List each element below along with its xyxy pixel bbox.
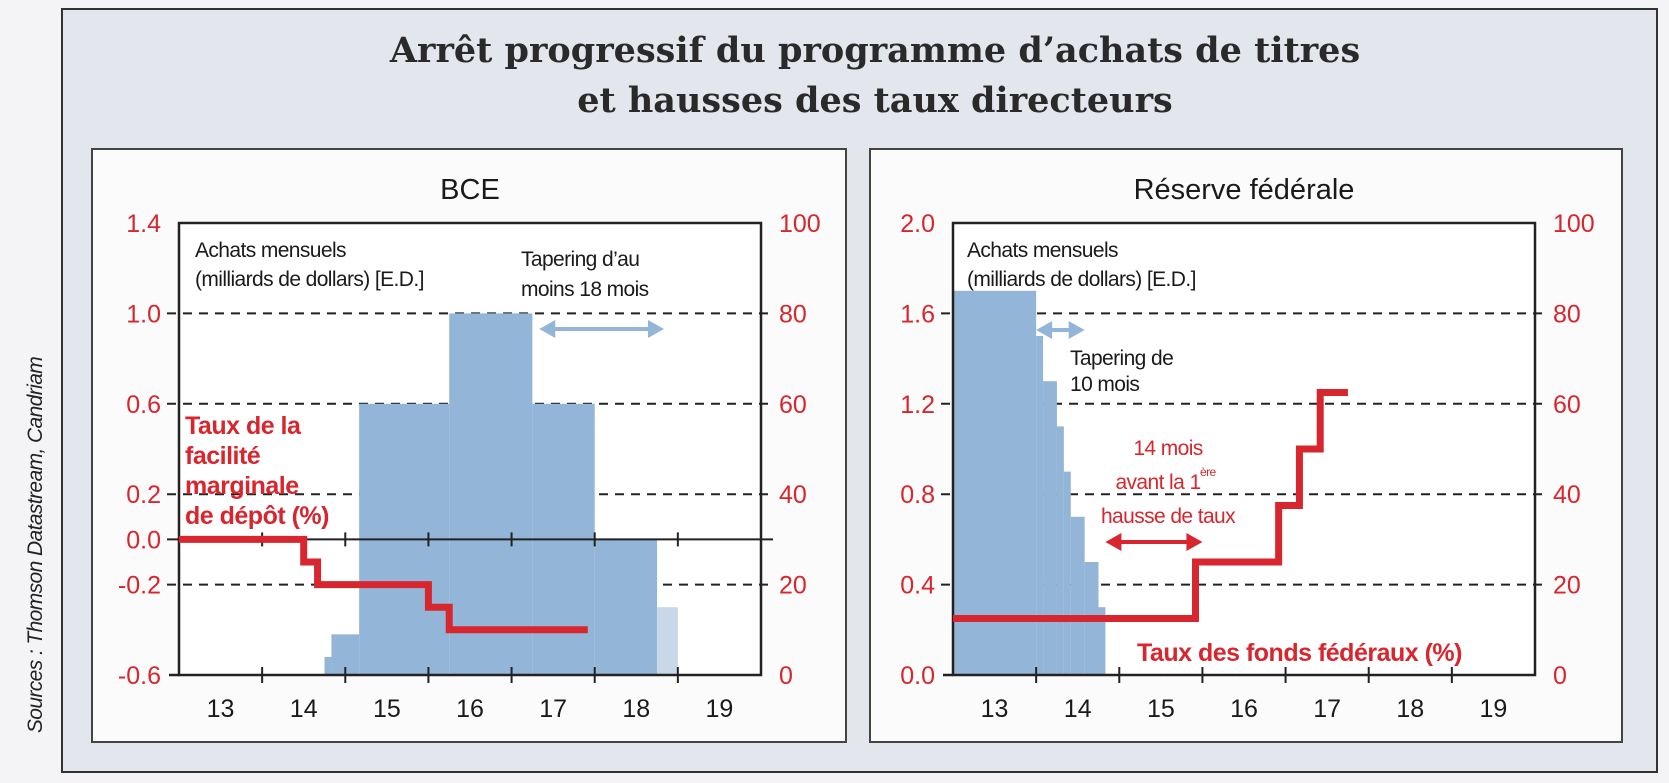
ecb-x-tick-label: 16	[456, 695, 484, 723]
fed-right-tick-label: 0	[1553, 662, 1567, 690]
ecb-chart: 13 14 15 16 17 18 19 1.4 1.0 0.6 0.2 0.0 -0.2 -0.6 100…	[118, 210, 821, 723]
ecb-plot-frame	[177, 221, 763, 677]
fed-purchases-bar	[1098, 607, 1106, 675]
fed-delay-label-1: 14 mois	[1133, 437, 1202, 460]
fed-purchases-bar	[1070, 516, 1085, 675]
ecb-left-tick-label: -0.2	[118, 572, 161, 600]
ecb-x-tick-label: 17	[539, 695, 567, 723]
fed-purchases-bar	[1056, 426, 1064, 675]
ecb-purchases-label-1: Achats mensuels	[195, 239, 346, 262]
ecb-purchases-bar	[324, 656, 332, 675]
ecb-tapering-double-arrow-icon	[539, 320, 664, 338]
ecb-right-tick-label: 40	[779, 481, 807, 509]
ecb-panel-title: BCE	[440, 174, 500, 206]
arrow-head-right	[648, 320, 664, 338]
fed-rate-line	[953, 389, 1348, 622]
fed-purchases-bar	[1063, 471, 1071, 675]
ecb-purchases-bar	[449, 313, 533, 675]
fed-plot-frame	[951, 221, 1537, 677]
ecb-tapering-label-1: Tapering d’au	[521, 248, 639, 271]
ecb-x-tick-label: 13	[207, 695, 235, 723]
fed-right-tick-label: 40	[1553, 481, 1581, 509]
fed-purchases-bar	[1043, 381, 1057, 675]
fed-tapering-double-arrow-icon	[1036, 321, 1085, 339]
ecb-x-tick-label: 19	[706, 695, 734, 723]
ecb-rate-line	[179, 535, 588, 634]
ecb-left-tick-label: -0.6	[118, 662, 161, 690]
fed-purchases-label-2: (milliards de dollars) [E.D.]	[967, 268, 1196, 291]
fed-delay-double-arrow-icon	[1105, 533, 1203, 551]
ecb-rate-label-1: Taux de la	[185, 412, 302, 440]
figure-title-line-2: et hausses des taux directeurs	[577, 80, 1173, 121]
fed-left-tick-label: 0.0	[900, 662, 935, 690]
ecb-x-tick-label: 15	[373, 695, 401, 723]
ecb-purchases-bar	[657, 607, 678, 675]
fed-purchases-bar	[953, 290, 1037, 675]
ecb-purchases-label-2: (milliards de dollars) [E.D.]	[195, 268, 424, 291]
fed-x-tick-label: 16	[1230, 695, 1258, 723]
ecb-right-tick-label: 20	[779, 572, 807, 600]
ecb-left-tick-label: 1.0	[126, 300, 161, 328]
fed-rate-label: Taux des fonds fédéraux (%)	[1137, 639, 1462, 667]
arrow-head-right	[1068, 321, 1085, 339]
fed-x-tick-label: 15	[1147, 695, 1175, 723]
arrow-head-left	[1036, 321, 1053, 339]
ecb-rate-label-2: facilité	[185, 442, 261, 470]
fed-right-tick-label: 60	[1553, 391, 1581, 419]
fed-chart: 13 14 15 16 17 18 19 2.0 1.6 1.2 0.8 0.4 0.0 100 80 60 4…	[900, 210, 1594, 723]
fed-left-tick-label: 0.4	[900, 572, 935, 600]
ecb-x-tick-label: 18	[622, 695, 650, 723]
fed-purchases-label-1: Achats mensuels	[967, 239, 1118, 262]
ecb-left-tick-label: 0.2	[126, 481, 161, 509]
ecb-x-tick-label: 14	[290, 695, 318, 723]
sources-note: Sources : Thomson Datastream, Candriam	[24, 357, 47, 733]
ecb-rate-label-3: marginale	[185, 472, 299, 500]
fed-purchases-bar	[1036, 336, 1044, 675]
ecb-left-tick-label: 0.6	[126, 391, 161, 419]
ecb-tapering-label-2: moins 18 mois	[521, 278, 649, 301]
fed-tapering-label-2: 10 mois	[1070, 373, 1139, 396]
fed-tapering-label-1: Tapering de	[1070, 347, 1173, 370]
fed-left-tick-label: 2.0	[900, 210, 935, 238]
ecb-left-tick-label: 0.0	[126, 526, 161, 554]
fed-delay-label-sup: ère	[1200, 465, 1216, 479]
fed-left-tick-label: 0.8	[900, 481, 935, 509]
fed-right-tick-label: 80	[1553, 300, 1581, 328]
fed-x-tick-label: 17	[1313, 695, 1341, 723]
figure-title-line-1: Arrêt progressif du programme d’achats d…	[389, 30, 1360, 71]
fed-x-tick-label: 19	[1480, 695, 1508, 723]
ecb-left-tick-label: 1.4	[126, 210, 161, 238]
fed-x-tick-label: 13	[981, 695, 1009, 723]
ecb-purchases-bar	[594, 539, 658, 675]
ecb-right-tick-label: 0	[779, 662, 793, 690]
ecb-right-tick-label: 100	[779, 210, 821, 238]
fed-left-tick-label: 1.6	[900, 300, 935, 328]
arrow-head-right	[1186, 533, 1203, 551]
fed-right-tick-label: 100	[1553, 210, 1595, 238]
ecb-right-tick-label: 80	[779, 300, 807, 328]
ecb-right-tick-label: 60	[779, 391, 807, 419]
fed-panel-title: Réserve fédérale	[1134, 174, 1355, 206]
ecb-rate-label-4: de dépôt (%)	[185, 502, 329, 530]
fed-delay-label-3: hausse de taux	[1101, 505, 1236, 528]
fed-x-tick-label: 18	[1396, 695, 1424, 723]
fed-left-tick-label: 1.2	[900, 391, 935, 419]
fed-x-tick-label: 14	[1064, 695, 1092, 723]
arrow-head-left	[1105, 533, 1122, 551]
arrow-head-left	[539, 320, 556, 338]
fed-right-tick-label: 20	[1553, 572, 1581, 600]
fed-delay-label-2: avant la 1	[1115, 471, 1200, 494]
